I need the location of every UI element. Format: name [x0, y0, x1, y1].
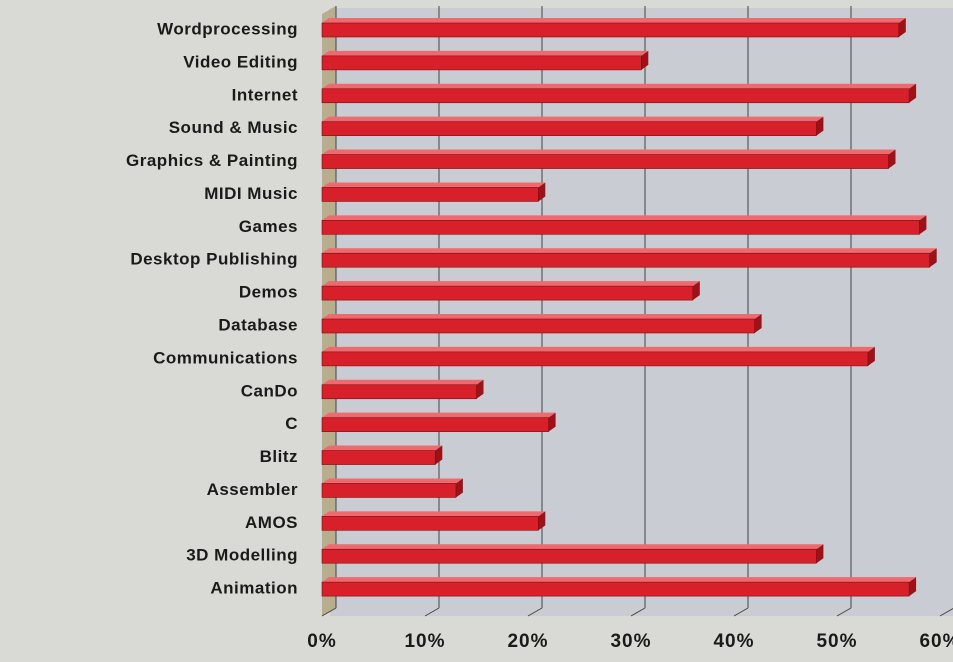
bar-end: [888, 149, 896, 169]
x-tick-label: 60%: [919, 631, 953, 652]
bar-end: [867, 346, 875, 366]
bar-end: [754, 314, 762, 333]
bar-top: [322, 83, 917, 89]
bar-end: [548, 412, 556, 432]
bar-top: [322, 577, 917, 583]
bar-end: [692, 281, 700, 301]
bar: [321, 417, 549, 432]
y-tick-label: Internet: [232, 85, 298, 104]
x-tick-label: 50%: [816, 631, 857, 652]
bar-top: [322, 116, 824, 122]
y-tick-label: Graphics & Painting: [126, 151, 298, 170]
bar-top: [322, 314, 762, 319]
grid-line: [527, 607, 543, 617]
bar-end: [641, 50, 649, 70]
bar-top: [322, 445, 443, 451]
y-tick-label: Video Editing: [183, 52, 298, 71]
bar: [321, 581, 910, 597]
y-tick-label: CanDo: [241, 381, 298, 400]
bar-end: [909, 83, 917, 103]
y-tick-label: Sound & Music: [169, 118, 298, 137]
y-tick-label: Database: [218, 315, 298, 334]
grid-line: [321, 607, 337, 617]
y-tick-label: Animation: [210, 579, 298, 598]
bar: [321, 318, 755, 334]
bar: [321, 450, 436, 465]
grid-line: [733, 607, 749, 617]
bar: [321, 351, 869, 367]
bar-top: [322, 346, 875, 352]
x-tick-label: 20%: [507, 631, 548, 652]
bar-top: [322, 215, 927, 221]
y-tick-label: C: [285, 414, 298, 433]
bar-top: [322, 379, 484, 385]
bar: [321, 187, 539, 202]
bar: [321, 55, 642, 71]
bar-end: [816, 544, 824, 564]
bar: [321, 384, 477, 400]
bar-end: [898, 18, 906, 37]
bar-top: [322, 182, 546, 188]
x-tick-label: 0%: [307, 631, 336, 652]
y-tick-label: Desktop Publishing: [130, 250, 298, 269]
y-tick-label: Blitz: [260, 447, 298, 466]
grid-line: [836, 607, 852, 617]
bar-end: [435, 445, 443, 465]
y-tick-label: 3D Modelling: [186, 546, 298, 565]
bar: [321, 88, 910, 104]
x-tick-label: 30%: [610, 631, 651, 652]
bar-end: [929, 248, 937, 268]
bar: [321, 252, 931, 268]
y-tick-label: MIDI Music: [204, 184, 298, 203]
bar-end: [455, 478, 463, 498]
bar: [321, 121, 817, 136]
bar-top: [322, 511, 546, 517]
bar-top: [322, 544, 824, 550]
bar: [321, 483, 457, 498]
bar: [321, 516, 539, 531]
y-tick-label: Wordprocessing: [157, 19, 298, 38]
bar: [321, 220, 920, 235]
y-tick-label: Games: [239, 217, 298, 236]
grid-line: [939, 607, 953, 617]
bar-end: [538, 511, 546, 531]
grid-line: [424, 607, 440, 617]
bar-end: [538, 182, 546, 202]
y-tick-label: Demos: [239, 283, 298, 302]
bar-top: [322, 412, 556, 418]
bar-end: [816, 116, 824, 136]
bar: [321, 22, 900, 38]
y-tick-label: Communications: [153, 348, 298, 367]
bar-top: [322, 281, 700, 287]
y-tick-label: Assembler: [207, 480, 298, 499]
bar-top: [322, 248, 937, 254]
bar-top: [322, 149, 896, 155]
x-tick-label: 10%: [404, 631, 445, 652]
bar: [321, 285, 694, 301]
x-tick-label: 40%: [713, 631, 754, 652]
bar-top: [322, 478, 463, 484]
bar-top: [322, 50, 649, 56]
bar: [321, 154, 889, 169]
bar-end: [919, 215, 927, 235]
y-tick-label: AMOS: [245, 513, 298, 532]
bar-end: [909, 577, 917, 597]
bar-top: [322, 18, 906, 23]
bar-end: [476, 379, 484, 399]
grid-line: [630, 607, 646, 617]
bar: [321, 548, 817, 564]
